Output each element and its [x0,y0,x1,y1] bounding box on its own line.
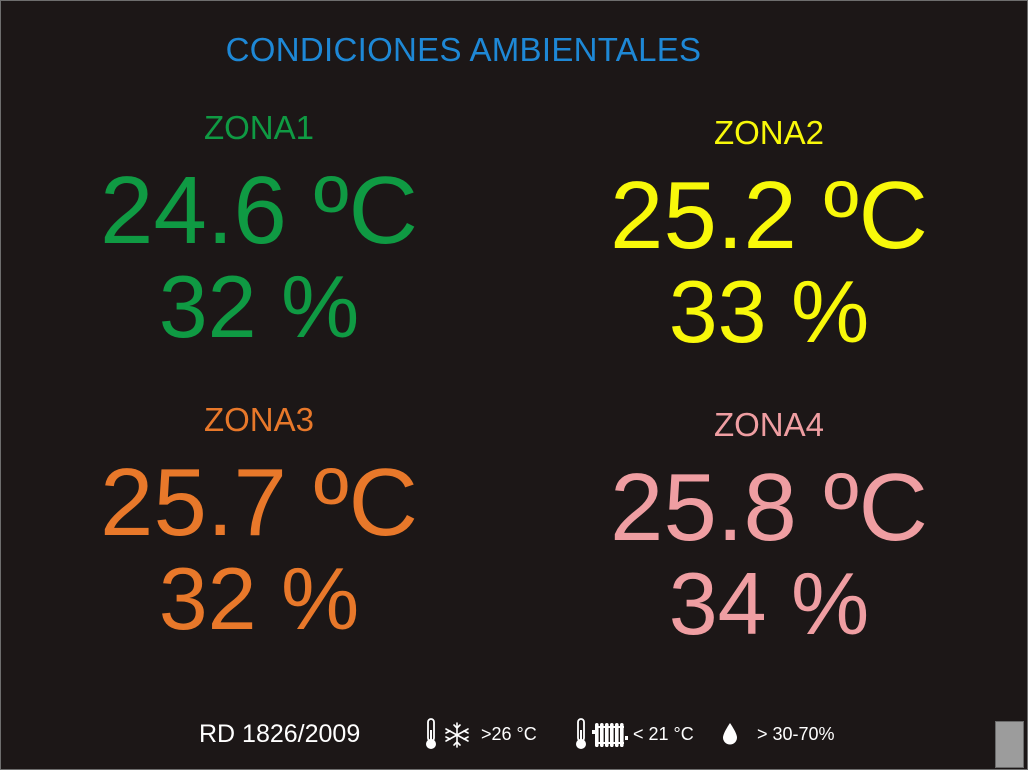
thermometer-icon [426,718,436,749]
zone-4-panel: ZONA4 25.8 ºC 34 % [549,406,989,654]
zone-label: ZONA2 [713,114,825,151]
zone-humidity: 32 % [158,549,360,648]
humidity-range-label: > 30-70% [757,724,835,744]
zone-temperature: 25.7 ºC [100,449,418,556]
zone-3-panel: ZONA3 25.7 ºC 32 % [39,401,479,649]
zone-humidity: 33 % [668,262,870,361]
snowflake-icon [445,722,469,748]
heating-limit-label: < 21 °C [633,724,694,744]
radiator-icon [592,723,628,747]
zone-2-panel: ZONA2 25.2 ºC 33 % [549,114,989,362]
cooling-limit-label: >26 °C [481,724,537,744]
zone-humidity: 34 % [668,554,870,653]
zone-humidity: 32 % [158,257,360,356]
zone-temperature: 25.8 ºC [610,454,928,561]
zone-1-panel: ZONA1 24.6 ºC 32 % [39,109,479,357]
zone-label: ZONA1 [203,109,315,146]
zone-label: ZONA4 [713,406,825,443]
page-title: CONDICIONES AMBIENTALES [225,31,702,68]
corner-indicator [995,721,1024,768]
zone-temperature: 25.2 ºC [610,162,928,269]
regulation-label: RD 1826/2009 [199,720,361,748]
zone-temperature: 24.6 ºC [100,157,418,264]
legend-footer: RD 1826/2009 >26 °C [1,715,1028,755]
thermometer-icon [576,718,586,749]
zone-label: ZONA3 [203,401,315,438]
water-drop-icon [723,723,737,745]
